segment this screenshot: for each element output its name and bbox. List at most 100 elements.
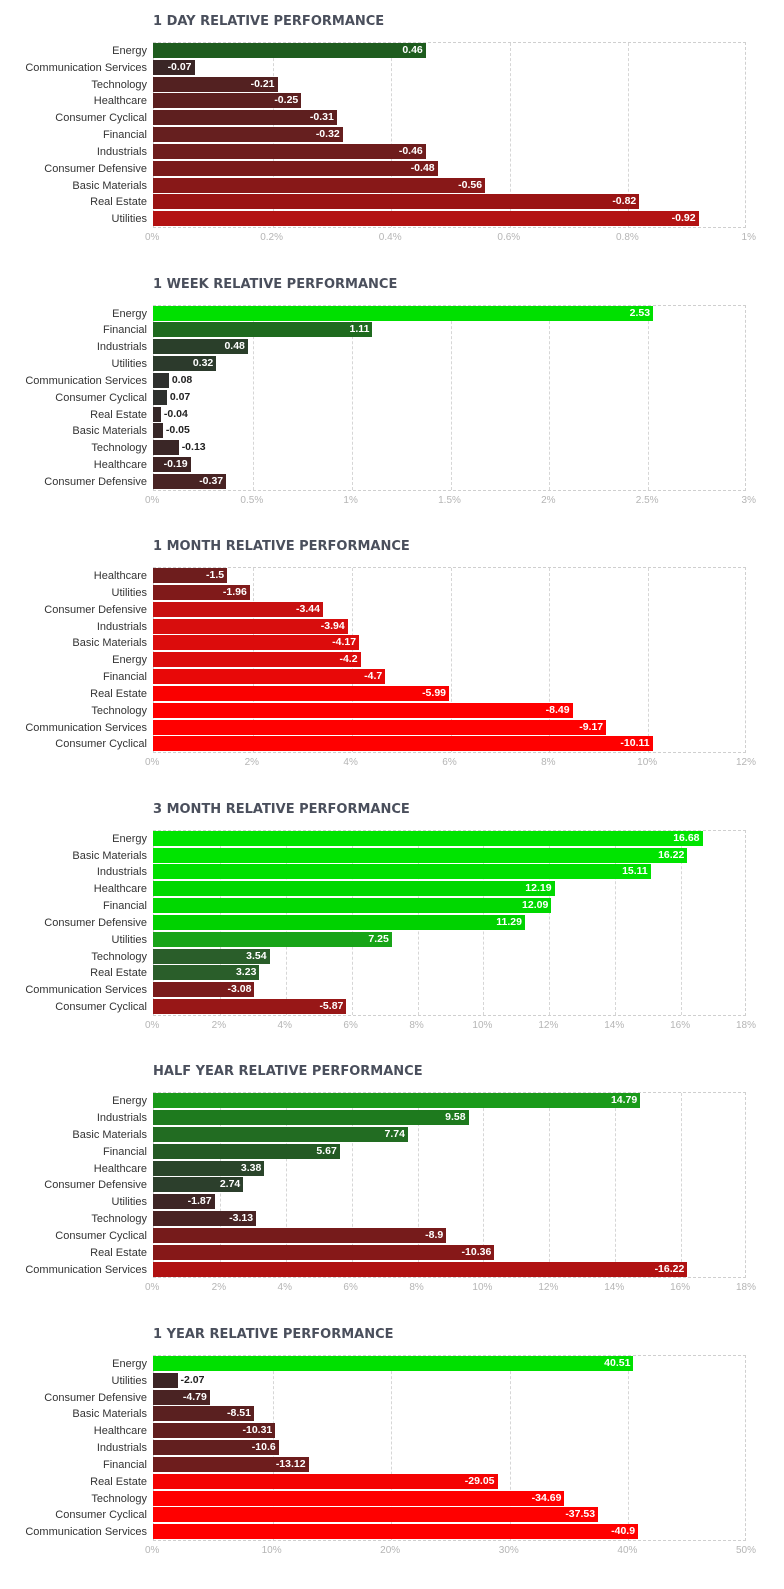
chart-2: 1 WEEK RELATIVE PERFORMANCE Energy 2.53 Fin…	[0, 263, 784, 525]
category-label: Consumer Defensive	[44, 1391, 147, 1404]
bar	[153, 356, 217, 372]
bar	[153, 982, 255, 998]
bar	[153, 685, 449, 701]
gridline	[391, 1356, 393, 1541]
bar	[153, 1524, 639, 1540]
category-label: Communication Services	[25, 374, 147, 387]
category-label: Energy	[112, 45, 147, 57]
data-label: -5.99	[422, 686, 446, 699]
category-label: Energy	[112, 832, 147, 845]
bar	[153, 43, 426, 58]
chart-title: 1 YEAR RELATIVE PERFORMANCE	[153, 1327, 394, 1342]
data-label: -3.94	[320, 619, 345, 632]
category-label: Real Estate	[90, 408, 147, 421]
category-label: Technology	[91, 442, 147, 455]
bar	[153, 931, 392, 947]
data-label: 5.67	[316, 1144, 337, 1157]
category-label: Energy	[112, 1358, 147, 1370]
x-tick-label: 3%	[741, 494, 756, 506]
bar	[153, 652, 361, 668]
chart-title: HALF YEAR RELATIVE PERFORMANCE	[153, 1064, 423, 1080]
x-tick-label: 2.5%	[635, 494, 659, 506]
category-label: Communication Services	[25, 1526, 147, 1539]
category-label: Industrials	[96, 1442, 147, 1455]
bar	[153, 93, 302, 109]
x-tick-label: 0%	[145, 494, 160, 506]
x-tick-label: 8%	[409, 1019, 424, 1031]
data-label: -34.69	[531, 1491, 562, 1504]
bar	[153, 585, 250, 600]
data-label: -0.07	[167, 60, 192, 73]
chart-title: 1 MONTH RELATIVE PERFORMANCE	[153, 539, 410, 555]
bar	[153, 736, 653, 752]
bar	[153, 881, 555, 897]
bar	[153, 830, 703, 846]
category-label: Utilities	[111, 358, 147, 371]
category-label: Energy	[112, 654, 147, 667]
category-label: Energy	[112, 307, 147, 320]
bar	[153, 1160, 265, 1176]
x-tick-label: 4%	[343, 757, 358, 769]
category-label: Industrials	[96, 145, 147, 158]
x-tick-label: 6%	[343, 1019, 358, 1031]
data-label: -10.31	[242, 1424, 273, 1437]
data-label: 2.74	[219, 1178, 241, 1191]
gridline	[628, 43, 630, 228]
bar	[153, 406, 161, 422]
data-label: -0.82	[612, 195, 637, 208]
chart-title: 1 WEEK RELATIVE PERFORMANCE	[153, 276, 398, 292]
category-label: Industrials	[96, 620, 147, 633]
bar	[153, 1372, 178, 1388]
category-label: Financial	[102, 1145, 147, 1158]
category-label: Financial	[102, 900, 147, 913]
category-label: Consumer Defensive	[44, 1179, 147, 1192]
data-label: 0.08	[171, 373, 193, 386]
x-tick-label: 18%	[735, 1282, 756, 1294]
category-label: Basic Materials	[72, 637, 147, 650]
bar	[153, 864, 651, 880]
category-label: Basic Materials	[72, 849, 147, 862]
bar	[153, 601, 323, 617]
gridline	[628, 1356, 630, 1541]
bar	[153, 1093, 641, 1109]
x-tick-label: 1%	[343, 494, 358, 506]
category-label: Real Estate	[90, 1246, 147, 1259]
category-label: Consumer Defensive	[44, 603, 147, 616]
gridline	[549, 830, 551, 1015]
bar	[153, 1473, 498, 1489]
gridline	[549, 305, 551, 490]
category-label: Industrials	[96, 1112, 147, 1125]
bar	[153, 322, 373, 338]
bar	[153, 1406, 254, 1422]
gridline	[351, 1093, 353, 1278]
data-label: 16.68	[673, 831, 700, 844]
bar	[153, 389, 167, 405]
category-label: Consumer Cyclical	[55, 1509, 147, 1522]
data-label: 14.79	[610, 1094, 638, 1107]
chart-title: 3 MONTH RELATIVE PERFORMANCE	[153, 801, 410, 817]
chart-title: 1 DAY RELATIVE PERFORMANCE	[153, 14, 385, 29]
bar	[153, 948, 270, 964]
gridline	[549, 568, 551, 753]
category-label: Healthcare	[93, 458, 147, 471]
bar	[153, 618, 348, 634]
bar	[153, 914, 525, 930]
gridline	[681, 1093, 683, 1278]
data-label: -0.32	[315, 128, 340, 141]
gridline	[351, 305, 353, 490]
bar	[153, 1127, 408, 1143]
category-label: Financial	[102, 671, 147, 684]
chart-4: 3 MONTH RELATIVE PERFORMANCE Energy 16.68 B…	[0, 788, 784, 1050]
gridline	[681, 830, 683, 1015]
category-label: Technology	[91, 950, 147, 963]
data-label: 16.22	[658, 848, 685, 861]
category-label: Financial	[102, 324, 147, 337]
bar	[153, 456, 191, 472]
bar	[153, 110, 337, 126]
category-label: Technology	[91, 1213, 147, 1226]
category-label: Utilities	[111, 213, 147, 226]
category-label: Utilities	[111, 1196, 147, 1209]
category-label: Healthcare	[93, 570, 147, 583]
data-label: -13.12	[275, 1457, 306, 1470]
data-label: 0.07	[169, 390, 191, 403]
